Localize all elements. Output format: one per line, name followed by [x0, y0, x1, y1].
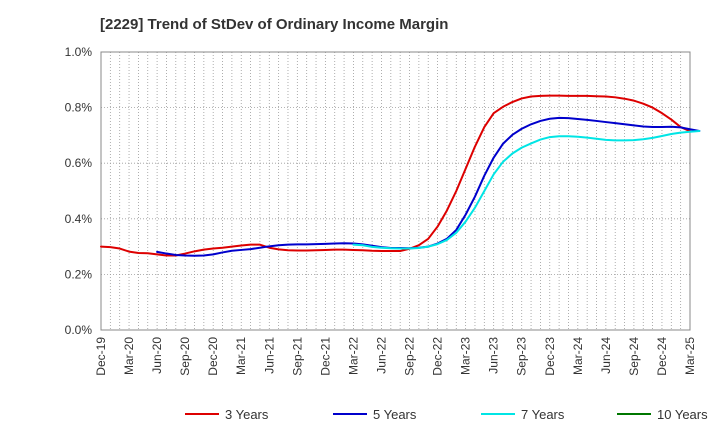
x-tick-label: Dec-20	[206, 337, 220, 376]
x-tick-label: Mar-25	[683, 337, 697, 375]
x-tick-label: Mar-24	[571, 337, 585, 375]
legend-label: 7 Years	[521, 407, 565, 422]
x-tick-label: Mar-22	[346, 337, 360, 375]
series-line-7-years	[352, 129, 701, 250]
y-tick-label: 0.0%	[65, 323, 93, 337]
legend-label: 10 Years	[657, 407, 708, 422]
x-tick-label: Jun-24	[599, 337, 613, 374]
x-tick-label: Sep-24	[627, 337, 641, 376]
series-line-3-years	[100, 94, 691, 257]
y-tick-label: 0.2%	[65, 267, 93, 281]
x-tick-label: Sep-23	[515, 337, 529, 376]
y-tick-label: 0.4%	[65, 212, 93, 226]
legend-label: 3 Years	[225, 407, 269, 422]
x-tick-label: Sep-21	[290, 337, 304, 376]
x-tick-label: Jun-23	[487, 337, 501, 374]
x-tick-label: Dec-19	[94, 337, 108, 376]
x-tick-label: Sep-20	[178, 337, 192, 376]
x-tick-label: Jun-20	[150, 337, 164, 374]
x-tick-label: Mar-20	[122, 337, 136, 375]
legend-label: 5 Years	[373, 407, 417, 422]
x-tick-label: Dec-23	[543, 337, 557, 376]
x-tick-label: Dec-22	[431, 337, 445, 376]
x-tick-label: Mar-21	[234, 337, 248, 375]
plot-background	[101, 52, 690, 330]
plot-area	[100, 51, 691, 331]
y-axis: 0.0% 0.2% 0.4% 0.6% 0.8% 1.0%	[65, 45, 93, 337]
y-tick-label: 1.0%	[65, 45, 93, 59]
x-axis: Dec-19 Mar-20 Jun-20 Sep-20 Dec-20 Mar-21 Jun-…	[94, 337, 697, 376]
x-tick-label: Dec-24	[655, 337, 669, 376]
x-tick-label: Jun-21	[262, 337, 276, 374]
legend: 3 Years 5 Years 7 Years 10 Years	[185, 407, 708, 422]
x-tick-label: Mar-23	[459, 337, 473, 375]
x-tick-label: Dec-21	[318, 337, 332, 376]
series-lines	[100, 94, 701, 257]
x-tick-label: Sep-22	[403, 337, 417, 376]
y-tick-label: 0.6%	[65, 156, 93, 170]
plot-border	[100, 51, 691, 331]
chart-title: [2229] Trend of StDev of Ordinary Income…	[100, 16, 448, 33]
x-tick-label: Jun-22	[374, 337, 388, 374]
y-tick-label: 0.8%	[65, 101, 93, 115]
